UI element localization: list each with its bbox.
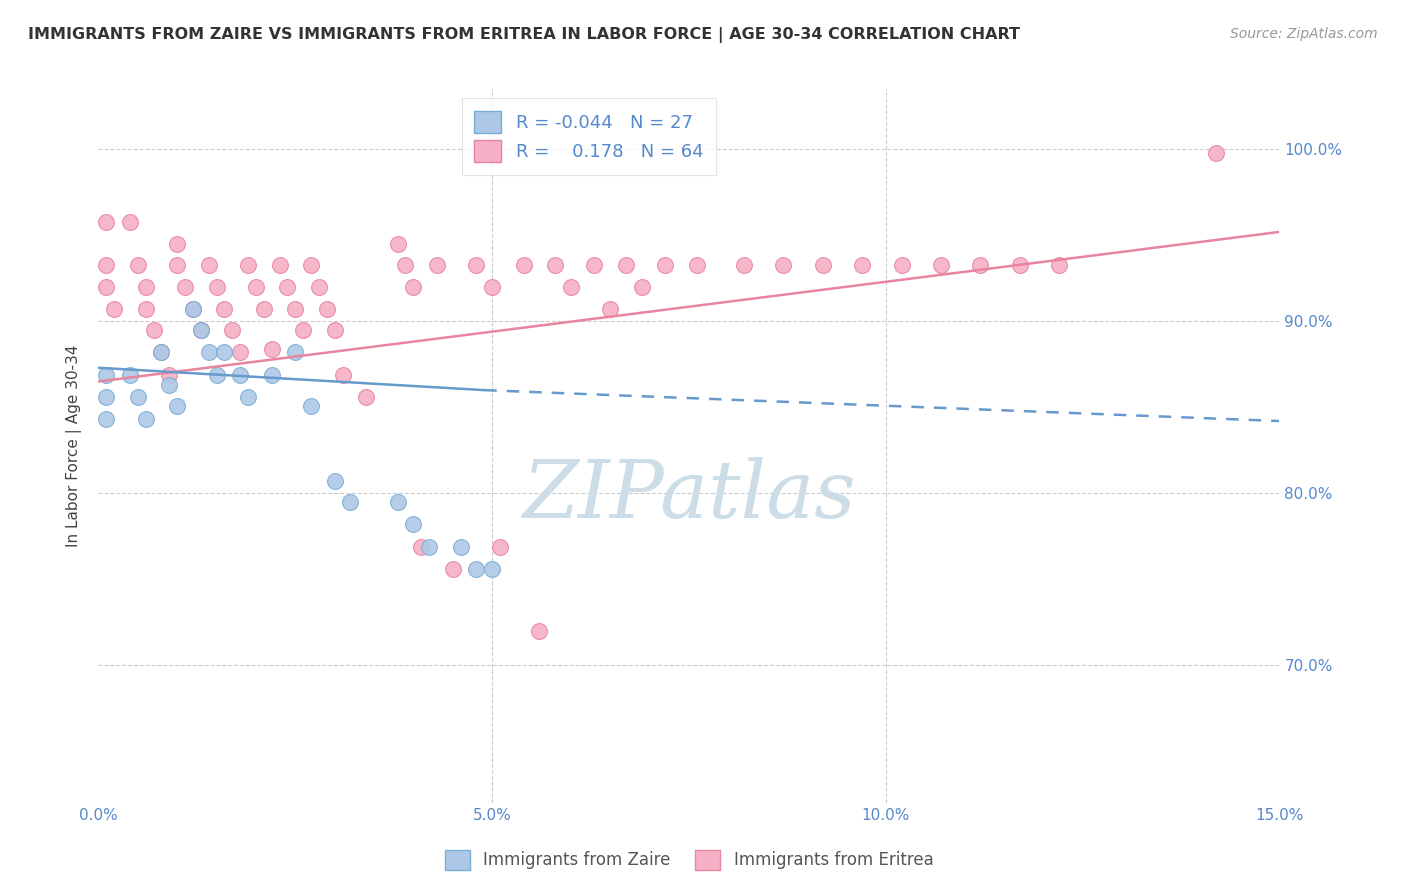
Point bbox=[166, 236, 188, 251]
Point bbox=[387, 236, 409, 251]
Point bbox=[118, 368, 141, 382]
Point bbox=[236, 258, 259, 272]
Point bbox=[135, 302, 157, 317]
Point bbox=[402, 280, 425, 294]
Point bbox=[544, 258, 567, 272]
Point bbox=[299, 399, 322, 413]
Point bbox=[118, 214, 141, 228]
Point bbox=[190, 323, 212, 337]
Point bbox=[260, 368, 283, 382]
Point bbox=[166, 258, 188, 272]
Point bbox=[181, 302, 204, 317]
Point bbox=[150, 345, 173, 359]
Point bbox=[418, 540, 440, 554]
Point bbox=[308, 280, 330, 294]
Point bbox=[150, 345, 173, 359]
Point bbox=[205, 368, 228, 382]
Point bbox=[96, 214, 118, 228]
Point bbox=[1047, 258, 1070, 272]
Point bbox=[157, 368, 180, 382]
Point bbox=[489, 540, 512, 554]
Point bbox=[733, 258, 755, 272]
Point bbox=[387, 495, 409, 509]
Point bbox=[1205, 145, 1227, 160]
Point bbox=[103, 302, 125, 317]
Text: ZIPatlas: ZIPatlas bbox=[522, 458, 856, 534]
Point bbox=[127, 258, 149, 272]
Text: Source: ZipAtlas.com: Source: ZipAtlas.com bbox=[1230, 27, 1378, 41]
Point bbox=[441, 562, 464, 576]
Point bbox=[465, 258, 488, 272]
Point bbox=[260, 342, 283, 356]
Point bbox=[276, 280, 298, 294]
Point bbox=[253, 302, 276, 317]
Point bbox=[292, 323, 315, 337]
Point bbox=[96, 390, 118, 404]
Point bbox=[96, 280, 118, 294]
Point bbox=[890, 258, 912, 272]
Point bbox=[229, 368, 252, 382]
Point bbox=[197, 345, 219, 359]
Point bbox=[481, 562, 503, 576]
Point bbox=[221, 323, 243, 337]
Point bbox=[465, 562, 488, 576]
Point bbox=[450, 540, 472, 554]
Point bbox=[142, 323, 165, 337]
Point bbox=[1008, 258, 1031, 272]
Point bbox=[157, 378, 180, 392]
Point bbox=[166, 399, 188, 413]
Point bbox=[284, 345, 307, 359]
Point bbox=[354, 390, 377, 404]
Legend: Immigrants from Zaire, Immigrants from Eritrea: Immigrants from Zaire, Immigrants from E… bbox=[434, 839, 943, 880]
Point bbox=[481, 280, 503, 294]
Point bbox=[205, 280, 228, 294]
Point bbox=[135, 280, 157, 294]
Point bbox=[323, 323, 346, 337]
Point bbox=[411, 540, 433, 554]
Point bbox=[315, 302, 337, 317]
Point bbox=[96, 258, 118, 272]
Point bbox=[127, 390, 149, 404]
Point bbox=[512, 258, 534, 272]
Point bbox=[529, 624, 551, 638]
Point bbox=[402, 517, 425, 532]
Point bbox=[426, 258, 449, 272]
Y-axis label: In Labor Force | Age 30-34: In Labor Force | Age 30-34 bbox=[66, 344, 83, 548]
Point bbox=[323, 475, 346, 489]
Point bbox=[214, 302, 236, 317]
Text: IMMIGRANTS FROM ZAIRE VS IMMIGRANTS FROM ERITREA IN LABOR FORCE | AGE 30-34 CORR: IMMIGRANTS FROM ZAIRE VS IMMIGRANTS FROM… bbox=[28, 27, 1021, 43]
Point bbox=[190, 323, 212, 337]
Point bbox=[560, 280, 582, 294]
Point bbox=[245, 280, 267, 294]
Point bbox=[599, 302, 621, 317]
Point bbox=[197, 258, 219, 272]
Point bbox=[929, 258, 952, 272]
Point bbox=[394, 258, 416, 272]
Point bbox=[772, 258, 794, 272]
Point bbox=[236, 390, 259, 404]
Point bbox=[174, 280, 197, 294]
Point bbox=[96, 368, 118, 382]
Point bbox=[630, 280, 652, 294]
Point bbox=[96, 412, 118, 426]
Point bbox=[229, 345, 252, 359]
Point bbox=[614, 258, 637, 272]
Point bbox=[851, 258, 873, 272]
Point bbox=[339, 495, 361, 509]
Point bbox=[654, 258, 676, 272]
Point bbox=[181, 302, 204, 317]
Point bbox=[299, 258, 322, 272]
Point bbox=[969, 258, 991, 272]
Point bbox=[214, 345, 236, 359]
Point bbox=[284, 302, 307, 317]
Point bbox=[811, 258, 834, 272]
Point bbox=[269, 258, 291, 272]
Point bbox=[686, 258, 709, 272]
Point bbox=[135, 412, 157, 426]
Point bbox=[332, 368, 354, 382]
Point bbox=[583, 258, 606, 272]
